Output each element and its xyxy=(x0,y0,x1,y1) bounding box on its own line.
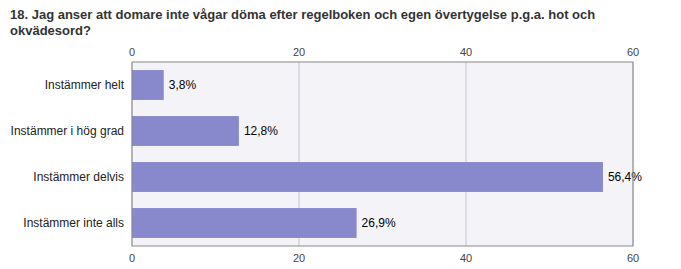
category-label: Instämmer helt xyxy=(45,78,125,92)
tick-label-bottom: 20 xyxy=(293,252,305,264)
tick-label-top: 20 xyxy=(293,46,305,58)
category-label: Instämmer delvis xyxy=(33,170,124,184)
tick-label-top: 60 xyxy=(627,46,639,58)
tick-label-bottom: 0 xyxy=(129,252,135,264)
plot-area xyxy=(132,62,633,246)
plot-frame xyxy=(132,62,633,246)
tick-label-bottom: 40 xyxy=(460,252,472,264)
category-label: Instämmer i hög grad xyxy=(11,124,124,138)
bars xyxy=(132,70,603,238)
chart: 18. Jag anser att domare inte vågar döma… xyxy=(0,0,681,269)
bar xyxy=(132,162,603,192)
title: 18. Jag anser att domare inte vågar döma… xyxy=(10,7,595,38)
bar xyxy=(132,70,164,100)
bar xyxy=(132,208,357,238)
data-label: 12,8% xyxy=(244,124,278,138)
tick-label-bottom: 60 xyxy=(627,252,639,264)
tick-label-top: 40 xyxy=(460,46,472,58)
grid-line xyxy=(466,62,467,246)
data-label: 56,4% xyxy=(608,170,642,184)
data-label: 3,8% xyxy=(169,78,197,92)
bar xyxy=(132,116,239,146)
tick-label-top: 0 xyxy=(129,46,135,58)
category-label: Instämmer inte alls xyxy=(23,216,124,230)
data-label: 26,9% xyxy=(362,216,396,230)
